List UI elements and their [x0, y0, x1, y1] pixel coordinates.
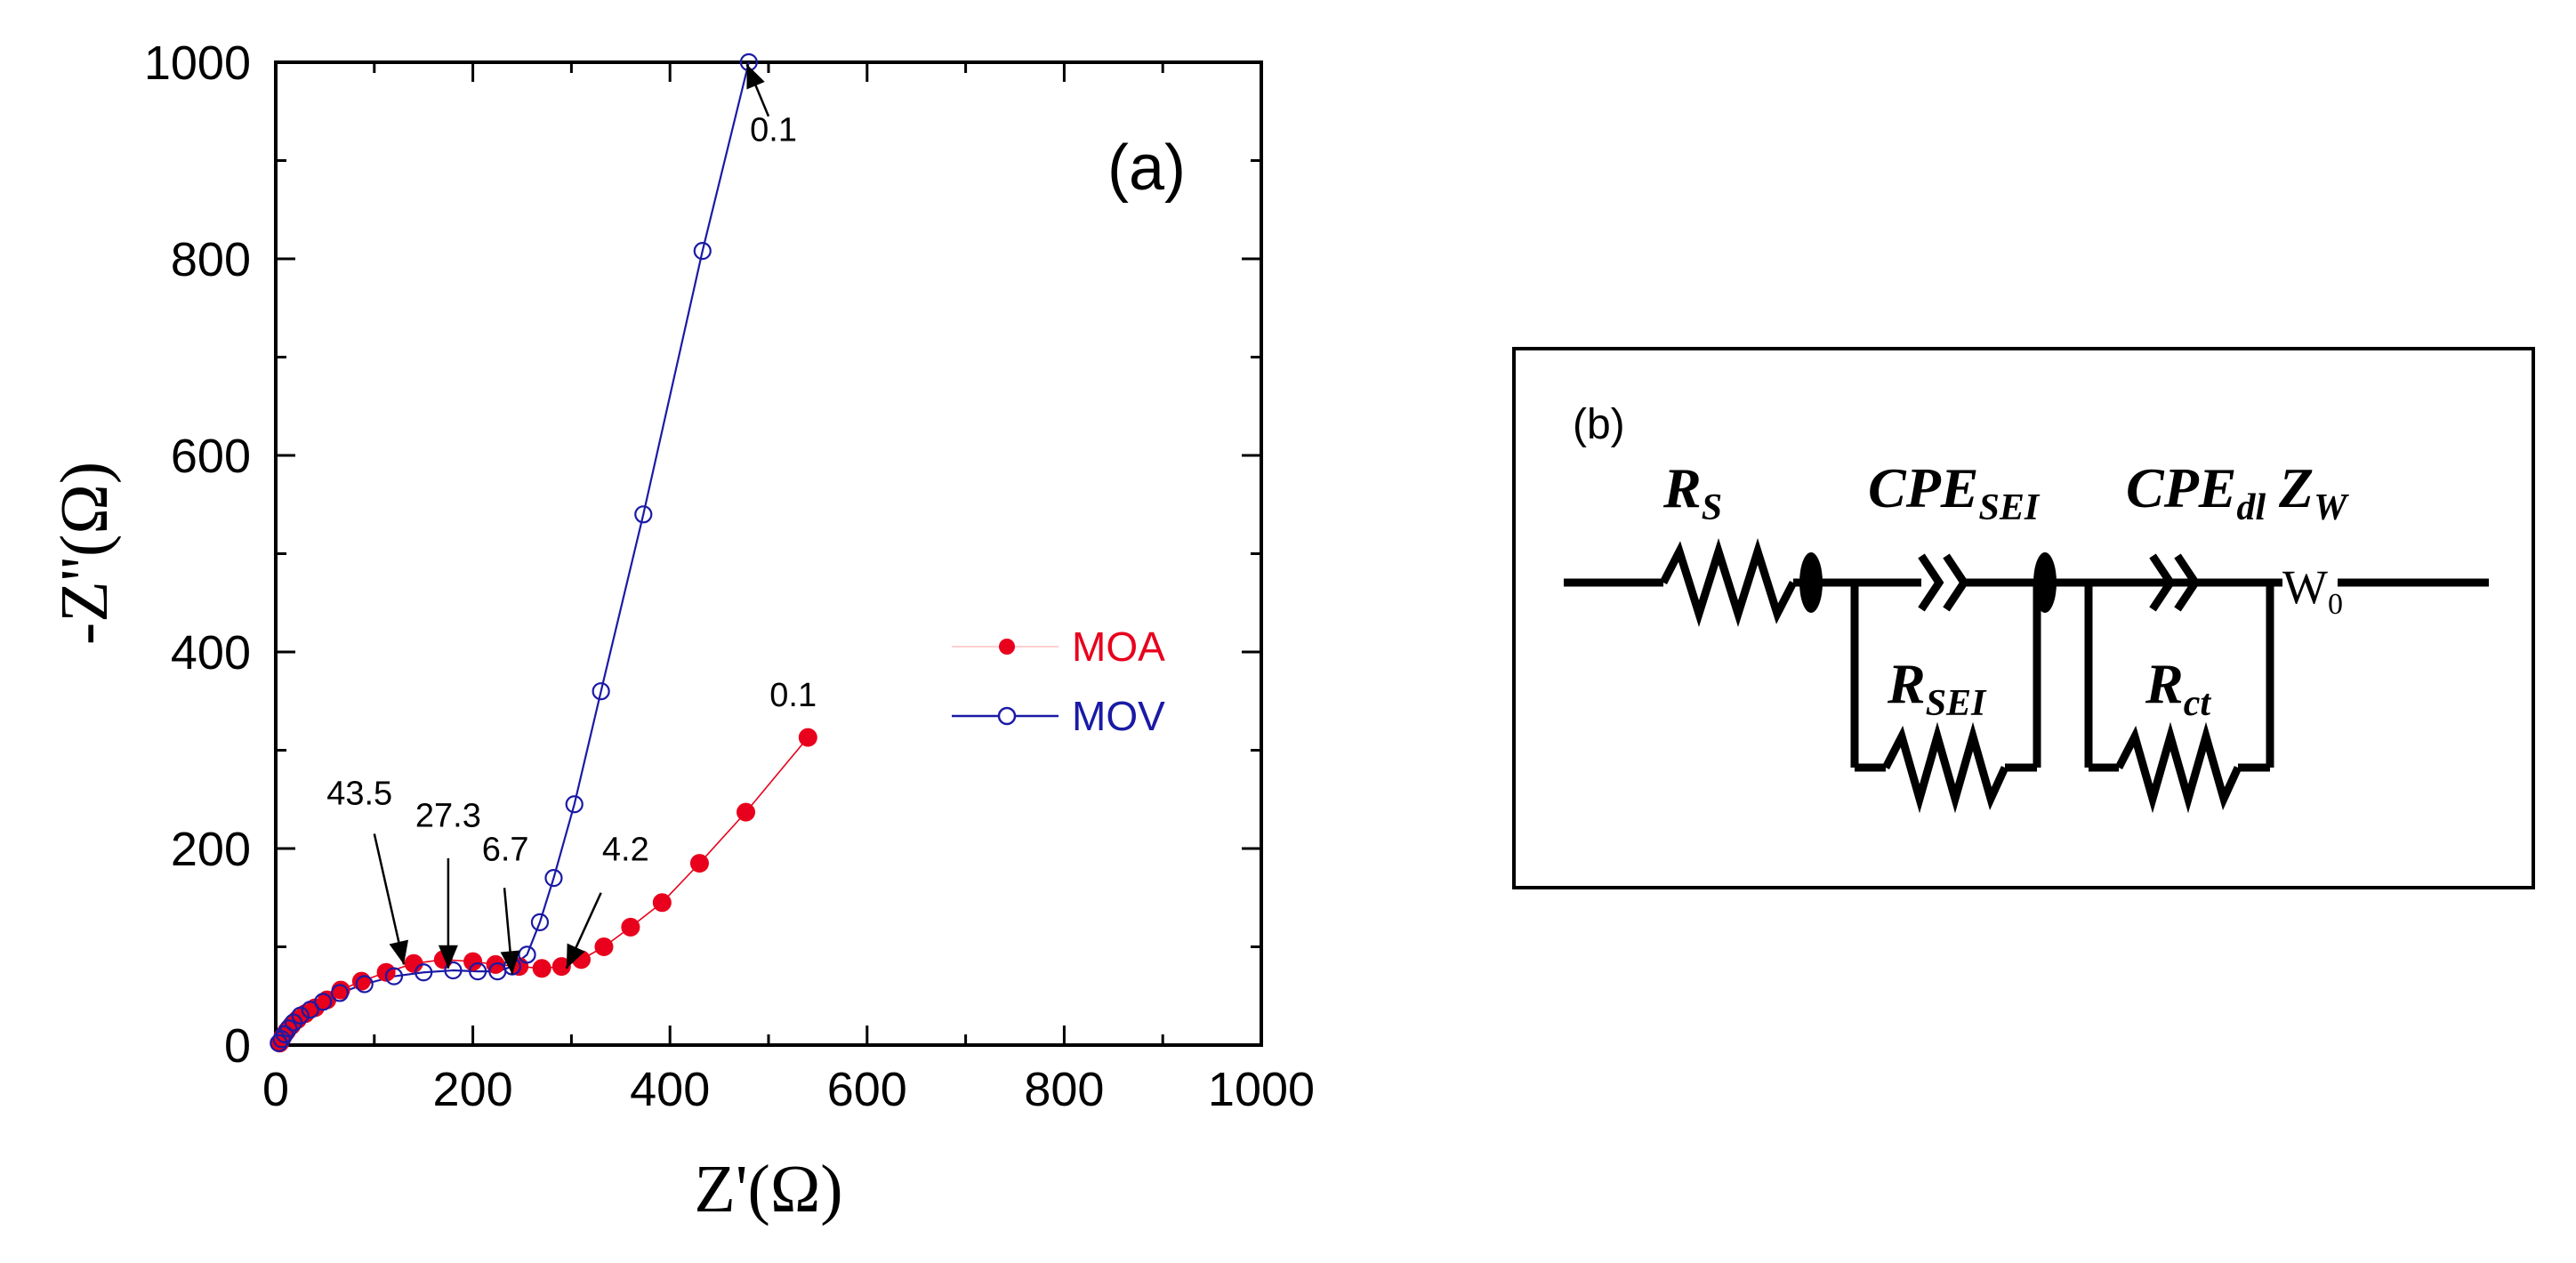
legend: MOA MOV [952, 623, 1165, 739]
annotation-label: 0.1 [769, 677, 817, 714]
circuit-node-2 [2033, 552, 2057, 613]
warburg-element: W0 [2282, 560, 2343, 621]
panel-label-b: (b) [1573, 401, 1625, 448]
legend-moa-marker [999, 639, 1015, 655]
legend-mov-marker [997, 706, 1017, 726]
warburg-symbol-main: W [2282, 560, 2328, 614]
annotation-label: 0.1 [750, 111, 797, 149]
series-points [270, 52, 817, 1053]
point-mov [565, 795, 584, 814]
point-mov [444, 961, 463, 980]
annotation-labels: 0.1 0.1 43.5 27.36.7 4.2 [326, 111, 817, 868]
annotation-arrow-head [389, 939, 409, 965]
y-tick-label: 600 [171, 430, 251, 483]
label-r-sei: RSEI [1887, 652, 1987, 724]
point-mov [384, 967, 404, 985]
annotation-arrow-head [746, 64, 765, 90]
annotation-label: 43.5 [326, 775, 392, 812]
resistor-rs [1659, 537, 1798, 628]
y-tick-labels: 0 200 400 600 800 1000 [144, 36, 251, 1073]
point-moa [551, 957, 571, 977]
legend-moa-label: MOA [1072, 623, 1165, 670]
point-mov [314, 993, 333, 1011]
point-mov [415, 963, 433, 982]
series-lines [278, 61, 809, 1044]
label-cpe-sei: CPESEI [1868, 456, 2041, 528]
point-mov [270, 1034, 288, 1052]
y-tick-label: 0 [224, 1019, 251, 1073]
cpe-sei-symbol [1918, 553, 1944, 612]
circuit-wiring [1564, 537, 2489, 814]
point-moa [621, 917, 640, 937]
plot-frame [274, 60, 1263, 1047]
circuit-frame [1512, 347, 2535, 889]
x-tick-label: 0 [262, 1063, 289, 1116]
point-mov [330, 984, 350, 1002]
point-moa [737, 802, 756, 822]
point-mov [469, 962, 487, 981]
annotation-arrow-head [500, 950, 520, 975]
annotation-label: 6.7 [482, 831, 529, 868]
x-tick-label: 1000 [1208, 1063, 1315, 1116]
point-moa [532, 959, 551, 978]
point-mov [592, 682, 610, 701]
y-tick-label: 1000 [144, 36, 251, 90]
annotation-arrow-head [438, 945, 458, 969]
point-moa [594, 937, 614, 956]
label-zw: ZW [2278, 456, 2349, 528]
point-mov [634, 505, 653, 524]
label-r-ct: Rct [2145, 652, 2211, 724]
y-tick-label: 400 [171, 626, 251, 680]
point-moa [689, 854, 709, 873]
resistor-rsei [1881, 721, 2009, 814]
point-moa [798, 728, 817, 747]
annotation-label: 4.2 [602, 831, 649, 868]
legend-mov-label: MOV [1072, 693, 1165, 739]
point-mov [355, 975, 374, 994]
resistor-rct [2114, 721, 2242, 814]
point-moa [652, 893, 672, 913]
circuit-node-1 [1799, 552, 1823, 613]
panel-label-a: (a) [1107, 133, 1186, 204]
x-tick-label: 200 [433, 1063, 513, 1116]
annotation-label: 27.3 [415, 798, 481, 835]
point-mov [279, 1019, 298, 1038]
annotation-arrows [373, 63, 770, 975]
x-tick-label: 600 [827, 1063, 907, 1116]
y-axis-title: -Z''(Ω) [47, 462, 122, 645]
x-tick-labels: 0 200 400 600 800 1000 [262, 1063, 1315, 1116]
x-tick-label: 800 [1024, 1063, 1104, 1116]
axis-ticks [274, 60, 1263, 1047]
point-mov [518, 945, 536, 964]
point-mov [284, 1013, 303, 1032]
point-mov [544, 869, 563, 888]
svg-text:W0: W0 [2282, 560, 2343, 621]
x-axis-title: Z'(Ω) [694, 1152, 842, 1227]
point-mov [291, 1006, 310, 1025]
point-moa [351, 971, 371, 991]
label-rs: RS [1662, 456, 1722, 528]
cpe-dl-symbol [2149, 553, 2176, 612]
point-mov [301, 1001, 319, 1019]
y-tick-label: 800 [171, 233, 251, 286]
y-tick-label: 200 [171, 823, 251, 876]
point-mov [693, 242, 712, 261]
label-cpe-dl: CPEdl [2126, 456, 2266, 528]
warburg-symbol-sub: 0 [2328, 588, 2343, 621]
point-moa [404, 953, 423, 973]
point-moa [463, 952, 483, 971]
series-line-mov [278, 61, 750, 1044]
equivalent-circuit: (b) W0 RS CPESEI RSEI CPEdl [1512, 347, 2535, 889]
point-mov [530, 913, 550, 931]
annotation-arrow-head [566, 943, 585, 969]
x-tick-label: 400 [630, 1063, 710, 1116]
